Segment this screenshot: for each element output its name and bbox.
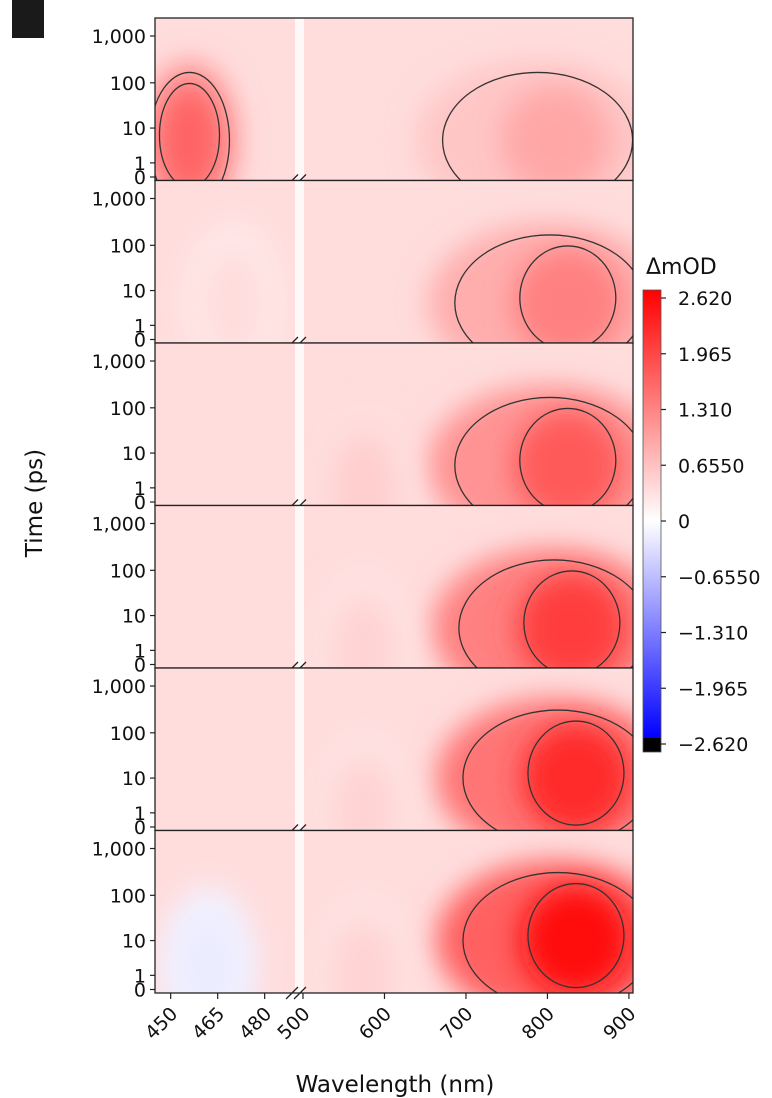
y-tick-label: 100 [110, 560, 146, 582]
signal-core-1 [512, 247, 623, 343]
x-tick-label: 700 [436, 1003, 477, 1044]
y-tick-label: 100 [110, 235, 146, 257]
y-tick-label: 10 [122, 931, 146, 953]
y-tick-label: 10 [122, 281, 146, 303]
signal-core-1 [520, 723, 631, 831]
panel-frame [154, 829, 634, 994]
y-tick-label: 0 [134, 655, 146, 677]
y-tick-label: 1,000 [92, 189, 146, 211]
y-tick-label: 1,000 [92, 839, 146, 861]
signal-core-2 [500, 85, 611, 181]
signal-core-2 [201, 247, 266, 343]
axis-break-gap [295, 18, 304, 181]
x-tick-label: 465 [188, 1003, 229, 1044]
colorbar-title: ΔmOD [646, 255, 717, 280]
y-tick-label: 1 [134, 478, 146, 500]
axis-break-gap [295, 505, 304, 668]
colorbar-tick-label: 1.965 [678, 344, 732, 366]
y-tick-label: 1,000 [92, 514, 146, 536]
panels-group: 01101001,00001101001,00001101001,0000110… [92, 17, 634, 1002]
colorbar-tick-label: 0.6550 [678, 455, 744, 477]
y-tick-label: 10 [122, 768, 146, 790]
heatmap-panel-3: 01 10 100 1,000 [92, 342, 634, 514]
x-tick-label: 450 [141, 1003, 182, 1044]
x-tick-label: 900 [599, 1003, 640, 1044]
colorbar-tick-label: 2.620 [678, 288, 732, 310]
colorbar-tick-label: −1.965 [678, 678, 748, 700]
x-tick-label: 480 [235, 1003, 276, 1044]
x-tick-label: 600 [355, 1003, 396, 1044]
y-tick-label: 10 [122, 443, 146, 465]
heatmap-panel-1: 01 10 100 1,000 [92, 17, 634, 189]
heatmap-panel-5: 01 10 100 1,000 [92, 667, 634, 839]
heatmap-panel-2: 01 10 100 1,000 [92, 179, 634, 352]
signal-core-2 [332, 757, 397, 831]
y-tick-label: 1 [134, 315, 146, 337]
y-axis-title: Time (ps) [22, 449, 48, 558]
x-tick-label: 800 [518, 1003, 559, 1044]
contour-line [458, 559, 633, 668]
contour-line [519, 245, 617, 343]
contour-line [158, 82, 221, 181]
signal-core-1 [512, 410, 623, 506]
signal-core-2 [332, 595, 397, 668]
contour-line [462, 709, 633, 831]
y-tick-label: 1,000 [92, 26, 146, 48]
colorbar-gradient [642, 289, 662, 753]
y-tick-label: 10 [122, 606, 146, 628]
signal-core-1 [516, 572, 627, 668]
y-tick-label: 100 [110, 885, 146, 907]
contour-line [155, 71, 231, 181]
axis-break-gap [295, 668, 304, 831]
colorbar-tick-label: −2.620 [678, 734, 748, 756]
y-tick-label: 1 [134, 803, 146, 825]
colorbar-tick-label: −0.6550 [678, 567, 760, 589]
signal-core-1 [520, 885, 631, 993]
y-tick-label: 1,000 [92, 351, 146, 373]
contour-line [454, 234, 633, 343]
heatmap-panel-6: 01 10 100 1,000 [92, 829, 634, 1002]
contour-line [462, 871, 633, 993]
y-tick-label: 10 [122, 118, 146, 140]
signal-core-3 [176, 912, 241, 993]
signal-core-1 [157, 85, 222, 181]
y-tick-label: 100 [110, 398, 146, 420]
x-tick-label: 500 [273, 1003, 314, 1044]
y-tick-label: 1 [134, 965, 146, 987]
colorbar-tick-label: −1.310 [678, 623, 748, 645]
y-tick-label: 0 [134, 167, 146, 189]
contour-line [527, 882, 625, 989]
colorbar-tick-label: 1.310 [678, 400, 732, 422]
y-tick-label: 1,000 [92, 676, 146, 698]
colorbar: ΔmOD 2.620 1.965 1.310 0.6550 0 −0.6550 −1.310… [642, 255, 760, 756]
x-axis-title: Wavelength (nm) [296, 1072, 495, 1098]
y-tick-label: 0 [134, 817, 146, 839]
contour-line [519, 407, 617, 506]
contour-line [454, 396, 633, 506]
y-tick-label: 1 [134, 153, 146, 175]
y-tick-label: 0 [134, 492, 146, 514]
y-tick-label: 1 [134, 640, 146, 662]
contour-line [527, 720, 625, 826]
axis-break-gap [295, 343, 304, 506]
heatmap-panel-4: 01 10 100 1,000 [92, 504, 634, 677]
colorbar-tick-label: 0 [678, 511, 690, 533]
y-tick-label: 100 [110, 73, 146, 95]
signal-core-2 [332, 920, 397, 993]
panel-label-box [12, 0, 44, 38]
axis-break-mark [285, 986, 307, 1000]
signal-core-2 [332, 432, 397, 506]
y-tick-label: 0 [134, 980, 146, 1002]
axis-break-gap [295, 830, 304, 993]
contour-line [523, 570, 621, 668]
y-tick-label: 100 [110, 723, 146, 745]
y-tick-label: 0 [134, 330, 146, 352]
axis-break-gap [295, 180, 304, 343]
